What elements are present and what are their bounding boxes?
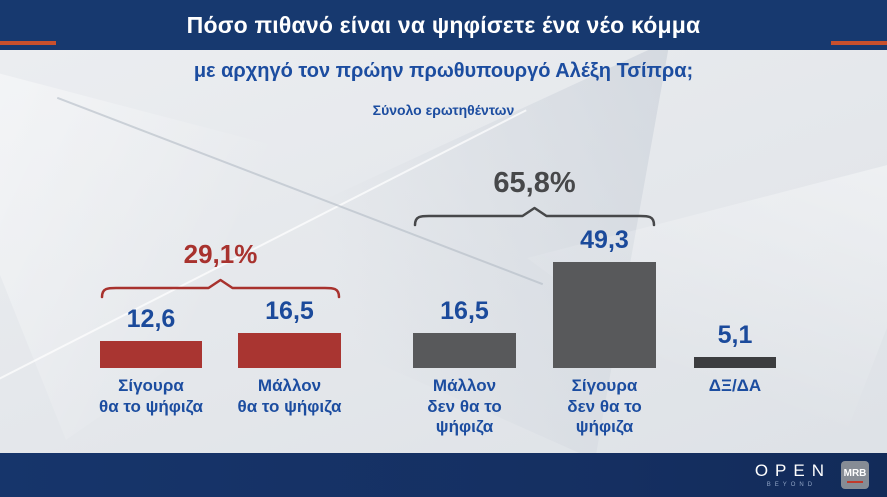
group-total-label: 65,8% bbox=[493, 167, 576, 199]
bar-category-label: ΔΞ/ΔΑ bbox=[708, 376, 762, 395]
open-logo-subtext: BEYOND bbox=[766, 482, 817, 488]
bar-category-label: Σίγουρα δεν θα το ψήφιζα bbox=[567, 376, 642, 437]
bar-category-label: Μάλλον θα το ψήφιζα bbox=[237, 376, 342, 416]
mrb-logo-accent bbox=[847, 480, 863, 483]
bar-4 bbox=[694, 357, 776, 368]
bar-3 bbox=[553, 262, 656, 368]
page-title: Πόσο πιθανό είναι να ψηφίσετε ένα νέο κό… bbox=[186, 11, 701, 38]
mrb-logo-text: MRB bbox=[843, 467, 867, 479]
bar-1 bbox=[238, 333, 341, 368]
bar-value-label: 5,1 bbox=[717, 321, 753, 349]
bar-0 bbox=[100, 341, 202, 368]
header-accent-right bbox=[831, 41, 887, 45]
mrb-logo: MRB bbox=[841, 461, 869, 489]
bar-category-label: Μάλλον δεν θα το ψήφιζα bbox=[427, 376, 502, 437]
bar-value-label: 16,5 bbox=[265, 297, 314, 325]
bar-value-label: 49,3 bbox=[580, 226, 629, 254]
bar-value-label: 12,6 bbox=[126, 305, 176, 333]
bar-2 bbox=[413, 333, 516, 368]
open-logo-text: OPEN bbox=[754, 461, 831, 480]
group-bracket bbox=[100, 278, 341, 299]
header-bar: Πόσο πιθανό είναι να ψηφίσετε ένα νέο κό… bbox=[0, 0, 887, 50]
bar-value-label: 16,5 bbox=[440, 297, 489, 325]
group-total-label: 29,1% bbox=[183, 239, 258, 269]
bar-category-label: Σίγουρα θα το ψήφιζα bbox=[99, 376, 203, 416]
group-bracket bbox=[413, 206, 656, 227]
header-accent-left bbox=[0, 41, 56, 45]
open-logo: OPEN BEYOND bbox=[748, 462, 831, 488]
footer-bar: OPEN BEYOND MRB bbox=[0, 453, 887, 497]
